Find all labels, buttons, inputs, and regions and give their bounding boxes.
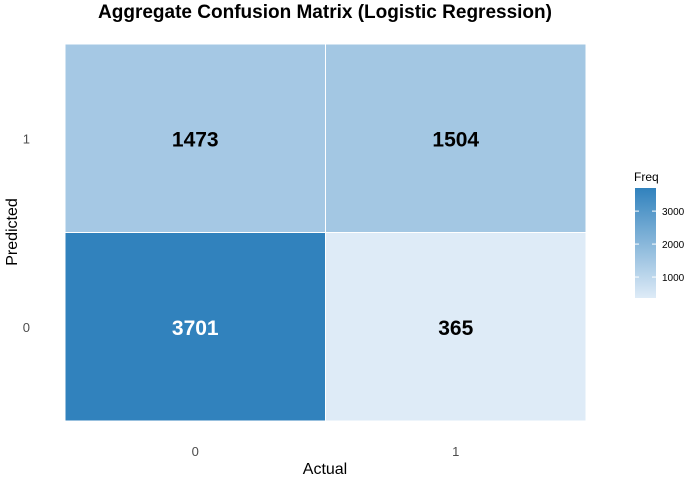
y-axis-title: Predicted xyxy=(4,198,21,266)
y-tick-label: 0 xyxy=(23,320,30,335)
legend-colorbar xyxy=(635,188,656,298)
legend-tick-label: 2000 xyxy=(662,240,685,251)
y-tick-label: 1 xyxy=(23,131,30,146)
legend-tick-label: 3000 xyxy=(662,207,685,218)
legend-ticks: 1000 2000 3000 xyxy=(635,207,685,284)
x-axis-title: Actual xyxy=(303,461,347,478)
cell-value-label: 365 xyxy=(438,317,473,340)
chart-title: Aggregate Confusion Matrix (Logistic Reg… xyxy=(98,2,552,23)
heatmap-cell-actual-1-predicted-0 xyxy=(325,232,587,422)
heatmap-cell-actual-0-predicted-0 xyxy=(64,232,326,422)
cell-value-label: 1473 xyxy=(172,128,219,151)
legend-title: Freq xyxy=(634,170,659,184)
heatmap-cell-actual-0-predicted-1 xyxy=(64,43,326,233)
x-tick-label: 0 xyxy=(192,444,199,459)
cell-value-label: 3701 xyxy=(172,317,219,340)
legend-tick-label: 1000 xyxy=(662,273,685,284)
x-tick-label: 1 xyxy=(452,444,459,459)
color-legend: Freq 1000 2000 3000 xyxy=(634,170,685,298)
cell-value-label: 1504 xyxy=(432,128,479,151)
heatmap-cells: 3701 365 1473 1504 xyxy=(64,43,587,422)
heatmap-cell-actual-1-predicted-1 xyxy=(325,43,587,233)
y-axis-ticks: 01 xyxy=(23,131,30,335)
